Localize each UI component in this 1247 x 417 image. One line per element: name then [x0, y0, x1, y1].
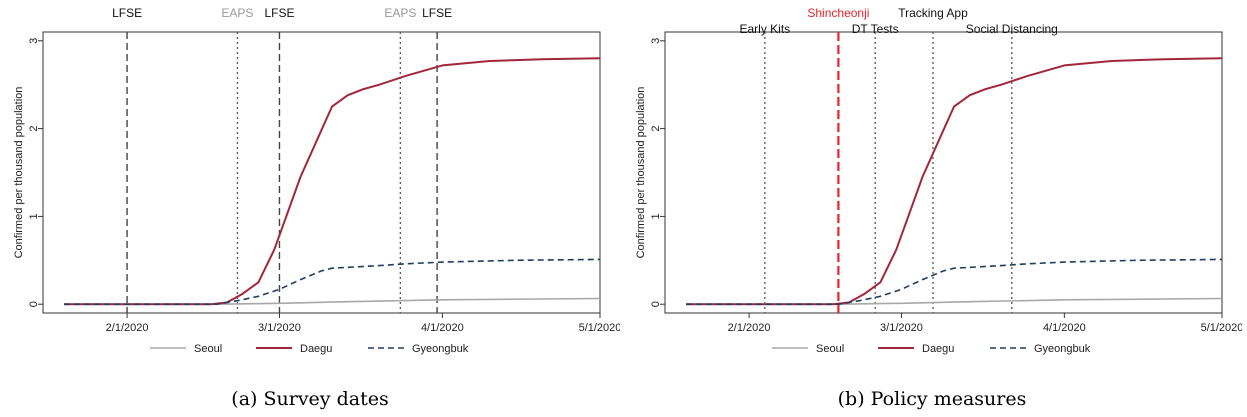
- reference-line-label: LFSE: [264, 6, 294, 20]
- y-tick-label: 1: [28, 213, 40, 219]
- y-tick-label: 1: [650, 213, 662, 219]
- legend-label-daegu: Daegu: [922, 343, 954, 355]
- reference-line-label: EAPS: [384, 6, 416, 20]
- plot-frame: [664, 31, 1223, 314]
- legend-label-gyeongbuk: Gyeongbuk: [1034, 343, 1091, 355]
- chart-policy-measures: 0 1 2 3 Confirmed per thousand population 2/1…: [635, 6, 1242, 355]
- chart-panel-b: 0 1 2 3 Confirmed per thousand population 2/1…: [622, 0, 1242, 417]
- x-tick-label: 5/1/2020: [579, 322, 620, 334]
- reference-line-label: Social Distancing: [966, 22, 1058, 36]
- y-tick-label: 3: [28, 38, 40, 44]
- x-tick-label: 3/1/2020: [880, 322, 923, 334]
- reference-line-label: Early Kits: [739, 22, 790, 36]
- reference-line-label: LFSE: [112, 6, 142, 20]
- series-line-daegu: [64, 57, 601, 306]
- x-tick-label: 2/1/2020: [106, 322, 149, 334]
- x-tick-label: 4/1/2020: [421, 322, 464, 334]
- caption-b: (b) Policy measures: [837, 388, 1027, 410]
- x-tick-label: 3/1/2020: [258, 322, 301, 334]
- reference-line-label: EAPS: [221, 6, 253, 20]
- caption-a: (a) Survey dates: [231, 388, 389, 410]
- reference-line-label: LFSE: [422, 6, 452, 20]
- reference-line-label: Tracking App: [898, 6, 968, 20]
- y-axis-label: Confirmed per thousand population: [635, 87, 647, 259]
- legend-label-seoul: Seoul: [816, 343, 844, 355]
- legend-label-gyeongbuk: Gyeongbuk: [412, 343, 469, 355]
- reference-line-label: DT Tests: [852, 22, 899, 36]
- legend-label-seoul: Seoul: [194, 343, 222, 355]
- y-tick-label: 2: [650, 126, 662, 132]
- y-tick-label: 0: [650, 301, 662, 307]
- y-tick-label: 3: [650, 38, 662, 44]
- y-tick-label: 2: [28, 126, 40, 132]
- plot-frame: [42, 31, 601, 314]
- series-line-gyeongbuk: [686, 258, 1223, 306]
- x-tick-label: 4/1/2020: [1043, 322, 1086, 334]
- x-tick-label: 2/1/2020: [728, 322, 771, 334]
- y-tick-label: 0: [28, 301, 40, 307]
- chart-panel-a: 0 1 2 3 Confirmed per thousand population 2/1…: [0, 0, 620, 417]
- reference-line-label: Shincheonji: [807, 6, 869, 20]
- y-axis-label: Confirmed per thousand population: [13, 87, 25, 259]
- legend-label-daegu: Daegu: [300, 343, 332, 355]
- series-line-gyeongbuk: [64, 258, 601, 306]
- x-tick-label: 5/1/2020: [1201, 322, 1242, 334]
- chart-survey-dates: 0 1 2 3 Confirmed per thousand population 2/1…: [13, 6, 620, 355]
- series-line-daegu: [686, 57, 1223, 306]
